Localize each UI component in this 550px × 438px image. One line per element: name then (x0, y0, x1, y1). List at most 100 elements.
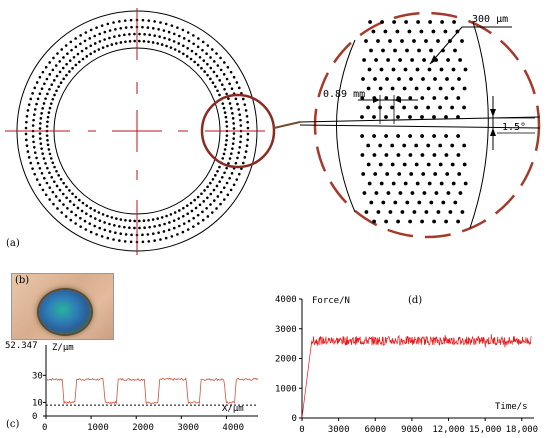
ring-dimple (159, 238, 162, 241)
magnified-dimple (388, 210, 393, 214)
magnified-dimple (433, 172, 438, 176)
magnified-dimple (360, 153, 365, 157)
magnified-dimple (431, 29, 436, 34)
ring-dimple (93, 209, 96, 212)
ring-dimple (225, 92, 228, 96)
ring-dimple (119, 232, 123, 236)
ring-dimple (169, 213, 173, 216)
ring-dimple (46, 92, 49, 96)
ring-dimple (49, 157, 53, 160)
force-chart: Force/N Time/s (d) 0 3000 6000 9000 12,000 15… (275, 295, 538, 435)
magnified-dimple (422, 191, 427, 195)
ring-dimple (130, 233, 133, 237)
ring-dimple (141, 18, 145, 22)
ring-dimple (237, 151, 241, 154)
magnified-dimple (460, 210, 465, 214)
angle-label: 1.5° (502, 122, 526, 133)
magnified-dimple (444, 153, 449, 157)
magnified-dimple (463, 181, 468, 186)
magnified-dimple (390, 86, 395, 91)
ring-dimple (118, 239, 121, 242)
ring-dimple (52, 56, 55, 60)
magnified-dimple (396, 219, 400, 224)
ring-dimple (215, 74, 219, 78)
ring-dimple (46, 166, 49, 170)
ring-dimple (42, 157, 46, 160)
ring-dimple (52, 202, 55, 206)
ring-dimple (26, 150, 30, 153)
ring-dimple (227, 162, 230, 165)
magnified-dimple (424, 39, 428, 43)
ring-dimple (141, 25, 144, 29)
ring-dimple (223, 87, 226, 91)
ring-dimple (220, 83, 224, 87)
ring-dimple (221, 157, 225, 160)
profile-x-tick-label: 4000 (222, 423, 244, 433)
magnified-dimple (439, 67, 444, 72)
ring-dimple (64, 44, 68, 47)
ring-dimple (196, 63, 200, 67)
magnified-dimple (380, 20, 384, 24)
ring-dimple (32, 113, 36, 117)
profile-chart: 52.347 Z/μm X/μm (c) 0 1000 2000 3000 4000 0 1… (5, 341, 259, 433)
magnified-dimple (438, 143, 443, 148)
ring-dimple (225, 181, 229, 185)
ring-dimple (165, 44, 168, 48)
ring-dimple (98, 40, 102, 43)
magnified-dimple (420, 115, 424, 119)
ring-dimple (218, 79, 222, 82)
ring-dimple (93, 217, 97, 220)
ring-dimple (32, 118, 35, 122)
ring-dimple (237, 108, 241, 111)
magnified-dimple (372, 115, 376, 119)
magnified-dimple (421, 172, 426, 176)
ring-dimple (33, 172, 37, 176)
ring-dimple (234, 97, 238, 101)
ring-dimple (210, 48, 214, 51)
ring-dimple (78, 60, 81, 64)
magnified-dimple (457, 77, 461, 81)
magnified-dimple (388, 39, 392, 43)
ring-dimple (147, 40, 150, 44)
ring-dimple (48, 186, 52, 189)
ring-dimple (172, 32, 176, 36)
ring-dimple (53, 93, 56, 97)
magnified-dimple (441, 200, 446, 205)
ring-dimple (170, 24, 174, 27)
magnified-dimple (456, 115, 460, 119)
magnified-dimple (456, 219, 460, 224)
ring-dimple (108, 222, 111, 226)
ring-dimple (202, 59, 206, 62)
ring-dimple (229, 70, 233, 74)
magnified-dimple (450, 143, 455, 148)
ring-dimple (65, 196, 68, 200)
ring-dimple (60, 48, 64, 51)
panel-label-a: (a) (6, 238, 20, 249)
magnified-dimple (396, 115, 400, 119)
ring-dimple (128, 33, 131, 36)
ring-dimple (185, 204, 189, 207)
ring-dimple (142, 39, 146, 43)
ring-dimple (39, 142, 43, 145)
ring-dimple (189, 57, 193, 61)
ring-dimple (53, 165, 56, 169)
ring-dimple (153, 225, 156, 228)
ring-dimple (205, 206, 208, 210)
magnified-dimple (408, 96, 413, 100)
force-y-tick-label: 3000 (275, 325, 297, 335)
magnified-dimple (372, 134, 376, 138)
magnified-view: 300 μm 0.89 mm 1.5° (299, 11, 541, 239)
ring-dimple (201, 48, 204, 52)
magnified-dimple (457, 172, 462, 176)
pit-image (39, 290, 91, 334)
ring-dimple (229, 188, 233, 192)
ring-dimple (232, 127, 236, 130)
magnified-dimple (390, 143, 395, 148)
magnified-dimple (453, 200, 458, 205)
ring-dimple (32, 145, 36, 149)
ring-dimple (44, 97, 47, 100)
ring-dimple (48, 171, 51, 175)
ring-dimple (124, 40, 127, 44)
ring-dimple (192, 34, 195, 37)
ring-dimple (172, 226, 176, 230)
